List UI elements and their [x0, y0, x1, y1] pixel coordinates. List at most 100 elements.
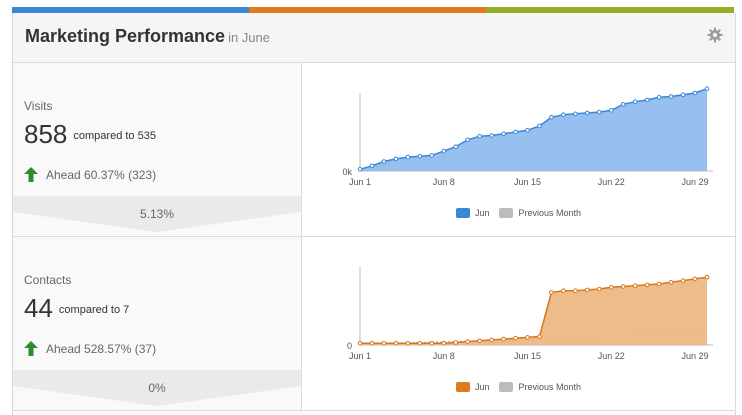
gear-icon[interactable]	[707, 27, 723, 43]
metric-number: 858	[24, 119, 68, 149]
color-accent-bar	[12, 7, 734, 13]
chart-legend: Jun Previous Month	[302, 208, 735, 218]
legend-label: Previous Month	[518, 208, 582, 218]
metric-ahead: Ahead 60.37% (323)	[24, 167, 156, 182]
visits-chart: 0k Jun 1 Jun 8 Jun 15 Jun 22 Jun 29 Jun Previ…	[302, 63, 735, 236]
metric-value: 44 compared to 7	[24, 293, 129, 324]
legend-label: Previous Month	[518, 382, 582, 392]
series-jun-point	[441, 341, 447, 346]
panel-title: Marketing Performance in June	[25, 26, 270, 47]
series-jun-point	[692, 90, 698, 96]
series-jun-point	[417, 341, 423, 346]
contacts-chart: 0 Jun 1 Jun 8 Jun 15 Jun 22 Jun 29 Jun Previo…	[302, 237, 735, 410]
series-jun-point	[477, 134, 482, 139]
series-jun-point	[632, 99, 638, 105]
ahead-text: Ahead 528.57% (37)	[46, 341, 157, 356]
metric-compare: compared to 7	[58, 304, 130, 316]
series-jun-point	[489, 337, 494, 343]
visits-metric: Visits 858 compared to 535 Ahead 60.37% (…	[13, 63, 302, 236]
series-jun-point	[537, 334, 542, 339]
metric-label: Visits	[24, 99, 53, 113]
metric-compare: compared to 535	[73, 130, 156, 142]
series-jun-point	[357, 167, 363, 172]
contacts-row: Contacts 44 compared to 7 Ahead 528.57% (…	[13, 237, 735, 411]
x-tick-label: Jun 8	[433, 351, 455, 361]
x-tick-label: Jun 1	[349, 177, 371, 187]
metric-number: 44	[24, 293, 53, 323]
legend-swatch-previous	[499, 382, 514, 392]
series-jun-point	[357, 341, 363, 346]
series-jun-point	[549, 115, 554, 120]
conversion-rate: 5.13%	[139, 207, 175, 221]
series-jun-point	[381, 341, 387, 346]
series-jun-point	[453, 144, 458, 149]
legend-label: Jun	[474, 208, 490, 218]
series-jun-point	[597, 109, 602, 115]
x-tick-label: Jun 1	[349, 351, 371, 361]
series-jun-point	[453, 340, 458, 345]
contacts-metric: Contacts 44 compared to 7 Ahead 528.57% (…	[13, 237, 302, 410]
series-jun-point	[573, 111, 578, 117]
legend-label: Jun	[474, 382, 490, 392]
title-text: Marketing Performance	[25, 26, 226, 46]
legend-swatch-jun	[455, 382, 470, 392]
series-jun-point	[501, 336, 506, 342]
accent-segment-orange	[249, 7, 486, 13]
x-tick-label: Jun 29	[682, 351, 709, 361]
series-jun-point	[573, 288, 578, 294]
ahead-text: Ahead 60.37% (323)	[46, 167, 157, 182]
series-jun-point	[525, 128, 530, 133]
series-jun-point	[704, 274, 710, 280]
series-jun-point	[381, 159, 387, 164]
chevron-down-band	[13, 370, 301, 406]
series-jun-point	[620, 102, 626, 107]
metric-label: Contacts	[24, 273, 72, 287]
series-jun-point	[632, 283, 638, 289]
marketing-performance-panel: Marketing Performance in June Visits 858 c…	[12, 13, 736, 415]
legend-item-jun[interactable]: Jun	[455, 382, 490, 392]
series-jun-point	[656, 95, 662, 100]
series-jun-area	[360, 277, 707, 345]
x-tick-label: Jun 15	[514, 351, 541, 361]
metric-footer[interactable]: 5.13%	[13, 196, 301, 236]
series-jun-point	[513, 129, 518, 135]
series-jun-point	[429, 341, 435, 346]
legend-item-jun[interactable]: Jun	[455, 208, 490, 218]
series-jun-point	[465, 137, 470, 143]
series-jun-point	[393, 156, 399, 162]
series-jun-point	[656, 281, 662, 287]
series-jun-area	[360, 88, 707, 171]
series-jun-point	[525, 335, 530, 340]
series-jun-point	[668, 280, 674, 285]
series-jun-point	[537, 123, 542, 129]
series-jun-point	[489, 133, 494, 138]
series-jun-point	[680, 92, 686, 98]
series-jun-point	[369, 163, 375, 169]
panel-header: Marketing Performance in June	[13, 13, 735, 63]
arrow-up-icon	[24, 167, 38, 182]
y-tick-label: 0k	[342, 167, 352, 177]
series-jun-point	[609, 108, 614, 113]
series-jun-point	[644, 282, 650, 288]
accent-segment-green	[486, 7, 734, 13]
series-jun-point	[668, 94, 674, 99]
series-jun-point	[513, 335, 518, 341]
x-tick-label: Jun 15	[514, 177, 541, 187]
series-jun-point	[561, 288, 566, 294]
legend-item-previous[interactable]: Previous Month	[499, 208, 581, 218]
metric-ahead: Ahead 528.57% (37)	[24, 341, 156, 356]
metric-footer[interactable]: 0%	[13, 370, 301, 410]
series-jun-point	[417, 154, 423, 159]
series-jun-point	[680, 278, 686, 283]
chevron-down-band	[13, 196, 301, 232]
series-jun-point	[620, 284, 626, 289]
series-jun-point	[704, 86, 710, 92]
legend-swatch-jun	[455, 208, 470, 218]
series-jun-point	[585, 287, 590, 293]
series-jun-point	[561, 112, 566, 118]
series-jun-point	[465, 339, 470, 344]
legend-item-previous[interactable]: Previous Month	[499, 382, 581, 392]
metric-value: 858 compared to 535	[24, 119, 156, 150]
chart-legend: Jun Previous Month	[302, 382, 735, 392]
